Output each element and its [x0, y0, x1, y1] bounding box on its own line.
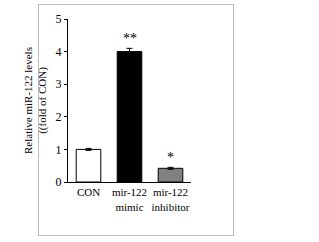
svg-text:mir-122mimic: mir-122mimic [112, 186, 147, 212]
svg-text:3: 3 [56, 77, 62, 91]
svg-text:mir-122inhibitor: mir-122inhibitor [152, 186, 190, 212]
svg-text:CON: CON [77, 186, 100, 198]
svg-text:0: 0 [56, 175, 62, 189]
svg-text:2: 2 [56, 110, 62, 124]
svg-text:1: 1 [56, 143, 62, 157]
svg-text:*: * [167, 150, 174, 165]
svg-text:4: 4 [56, 45, 62, 59]
svg-text:**: ** [123, 31, 137, 46]
svg-text:Relative miR-122 levels((fold: Relative miR-122 levels((fold of CON) [22, 47, 49, 154]
svg-text:5: 5 [56, 12, 62, 26]
